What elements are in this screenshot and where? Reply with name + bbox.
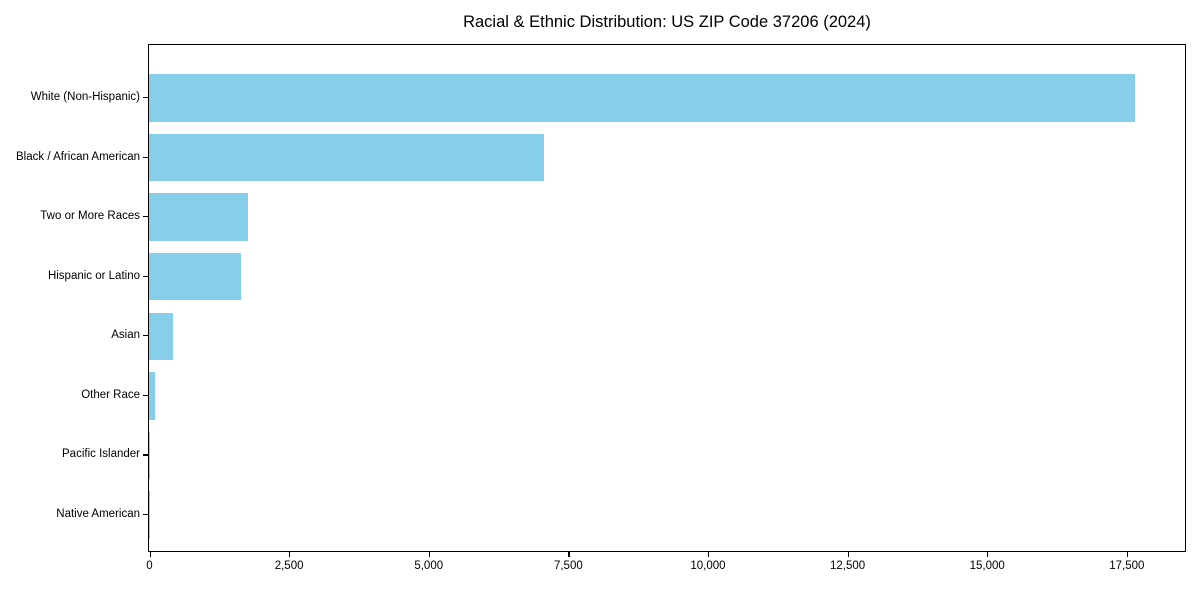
y-tick-label: White (Non-Hispanic) [30, 91, 140, 103]
bar-black-african-american [149, 133, 545, 182]
y-tick-mark [143, 156, 148, 158]
x-tick-label: 17,500 [1109, 560, 1145, 572]
y-tick-mark [143, 454, 148, 456]
bar-two-or-more-races [149, 193, 248, 241]
bar-asian [149, 312, 173, 361]
plot-area [148, 44, 1186, 552]
y-tick-mark [143, 335, 148, 337]
y-tick-mark [143, 216, 148, 218]
x-tick-label: 5,000 [414, 560, 444, 572]
bar-native-american [149, 491, 150, 539]
x-tick-mark [568, 552, 570, 557]
x-tick-mark [289, 552, 291, 557]
x-tick-label: 10,000 [690, 560, 726, 572]
bar-white-non-hispanic [149, 74, 1135, 122]
y-tick-mark [143, 513, 148, 516]
y-tick-label: Two or More Races [40, 210, 140, 223]
x-tick-mark [707, 552, 710, 557]
y-tick-label: Native American [56, 507, 140, 520]
x-tick-mark [1126, 552, 1128, 557]
y-tick-label: Other Race [81, 388, 140, 401]
x-tick-label: 0 [146, 560, 153, 572]
bar-pacific-islander [149, 431, 151, 480]
bar-hispanic-or-latino [149, 252, 241, 301]
x-tick-mark [428, 552, 430, 557]
x-tick-label: 2,500 [274, 560, 304, 572]
y-tick-mark [143, 97, 148, 99]
chart-title: Racial & Ethnic Distribution: US ZIP Cod… [463, 13, 871, 31]
x-tick-label: 15,000 [969, 560, 1005, 572]
y-tick-label: Pacific Islander [62, 448, 140, 461]
y-tick-mark [143, 275, 148, 277]
x-tick-label: 12,500 [829, 560, 866, 572]
y-tick-label: Hispanic or Latino [47, 269, 140, 282]
y-tick-label: Black / African American [16, 150, 140, 163]
y-tick-label: Asian [111, 329, 140, 342]
y-tick-mark [143, 394, 148, 397]
x-tick-mark [987, 552, 989, 557]
x-tick-mark [149, 552, 151, 557]
bar-other-race [149, 372, 155, 420]
x-tick-label: 7,500 [553, 560, 583, 572]
x-tick-mark [847, 552, 849, 557]
